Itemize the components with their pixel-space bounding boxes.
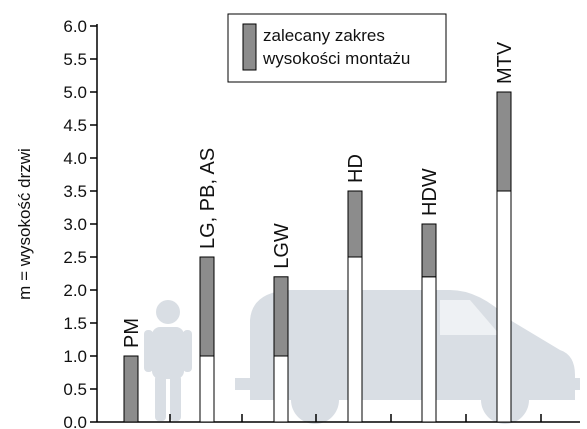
- category-label: HD: [345, 154, 367, 183]
- y-tick-label: 0.5: [63, 380, 87, 399]
- y-tick-label: 3.5: [63, 182, 87, 201]
- y-tick-label: 4.0: [63, 149, 87, 168]
- y-tick-label: 1.0: [63, 347, 87, 366]
- bar-range: [348, 191, 362, 257]
- legend-swatch: [243, 24, 256, 70]
- y-tick-label: 2.0: [63, 281, 87, 300]
- bar-range: [422, 224, 436, 277]
- y-tick-label: 3.0: [63, 215, 87, 234]
- y-tick-label: 0.0: [63, 413, 87, 429]
- category-label: PM: [121, 318, 143, 348]
- bar-base: [422, 277, 436, 422]
- y-tick-label: 1.5: [63, 314, 87, 333]
- y-tick-label: 5.5: [63, 50, 87, 69]
- category-label: LG, PB, AS: [197, 148, 219, 249]
- bar-range: [124, 356, 138, 422]
- bar-range: [497, 92, 511, 191]
- bar-range: [274, 277, 288, 356]
- bar-base: [497, 191, 511, 422]
- y-tick-label: 6.0: [63, 17, 87, 36]
- page: m = wysokość drzwi 0.0 0.5 1.0 1.5 2.0 2.5 3.0…: [0, 0, 587, 429]
- y-tick-label: 2.5: [63, 248, 87, 267]
- bar-range: [200, 257, 214, 356]
- y-tick-label: 5.0: [63, 83, 87, 102]
- category-label: MTV: [494, 41, 516, 84]
- y-tick-label: 4.5: [63, 116, 87, 135]
- category-label: HDW: [419, 168, 441, 216]
- category-label: LGW: [271, 223, 293, 269]
- bar-base: [200, 356, 214, 422]
- legend-label: zalecany zakres wysokości montażu: [263, 24, 443, 70]
- y-axis-label: m = wysokość drzwi: [15, 148, 34, 300]
- bar-base: [348, 257, 362, 422]
- bar-base: [274, 356, 288, 422]
